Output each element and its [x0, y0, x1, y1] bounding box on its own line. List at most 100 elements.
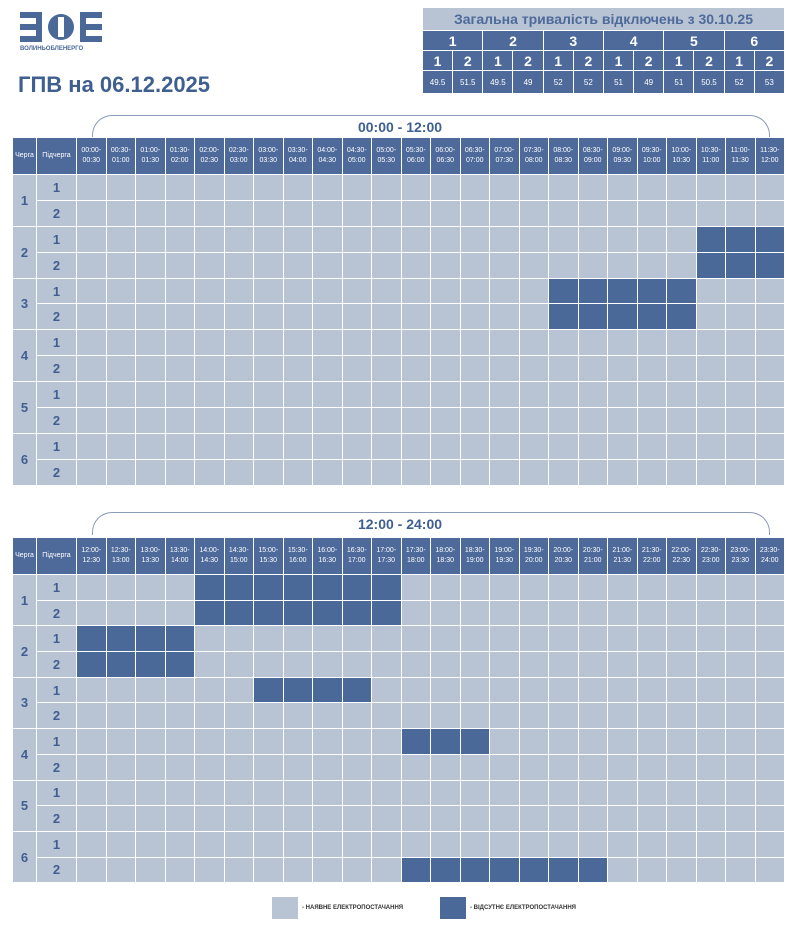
available-cell — [371, 702, 402, 730]
available-cell — [105, 355, 136, 383]
available-cell — [489, 728, 520, 755]
available-cell — [312, 805, 343, 832]
outage-cell — [253, 599, 284, 627]
outage-cell — [725, 251, 756, 279]
available-cell — [548, 753, 579, 781]
available-cell — [459, 458, 490, 486]
available-cell — [489, 753, 520, 781]
available-cell — [754, 303, 785, 331]
available-cell — [371, 407, 402, 434]
header-subqueue: Підчерга — [36, 137, 77, 175]
available-cell — [282, 805, 313, 832]
available-cell — [282, 728, 313, 755]
available-cell — [666, 651, 697, 678]
available-cell — [135, 303, 166, 331]
available-cell — [105, 779, 136, 807]
available-cell — [282, 381, 313, 409]
available-cell — [282, 407, 313, 434]
available-cell — [76, 458, 107, 486]
available-cell — [607, 753, 638, 781]
available-cell — [695, 381, 726, 409]
available-cell — [164, 702, 195, 730]
available-cell — [548, 676, 579, 704]
header-timeslot: 01:00- 01:30 — [135, 137, 166, 175]
available-cell — [341, 856, 372, 884]
outage-cell — [695, 225, 726, 253]
available-cell — [548, 432, 579, 460]
available-cell — [194, 458, 225, 486]
queue-label: 2 — [12, 225, 37, 279]
available-cell — [695, 199, 726, 227]
available-cell — [607, 251, 638, 279]
subqueue-label: 2 — [36, 753, 77, 781]
summary-value: 51 — [663, 70, 695, 94]
available-cell — [607, 651, 638, 678]
available-cell — [430, 277, 461, 305]
available-cell — [636, 676, 667, 704]
available-cell — [607, 676, 638, 704]
summary-value: 52 — [572, 70, 604, 94]
available-cell — [754, 355, 785, 383]
available-cell — [371, 830, 402, 858]
outage-cell — [164, 651, 195, 678]
header-timeslot: 13:30- 14:00 — [164, 537, 195, 575]
available-cell — [253, 355, 284, 383]
subqueue-label: 1 — [36, 676, 77, 704]
available-cell — [695, 753, 726, 781]
available-cell — [459, 651, 490, 678]
available-cell — [164, 355, 195, 383]
available-cell — [400, 432, 431, 460]
available-cell — [135, 574, 166, 601]
available-cell — [459, 329, 490, 357]
available-cell — [577, 599, 608, 627]
available-cell — [164, 856, 195, 884]
available-cell — [459, 676, 490, 704]
available-cell — [282, 651, 313, 678]
available-cell — [754, 599, 785, 627]
available-cell — [725, 830, 756, 858]
available-cell — [636, 381, 667, 409]
outage-cell — [194, 599, 225, 627]
available-cell — [489, 676, 520, 704]
queue-label: 6 — [12, 830, 37, 884]
outage-cell — [371, 574, 402, 601]
outage-cell — [341, 574, 372, 601]
available-cell — [341, 805, 372, 832]
available-cell — [725, 458, 756, 486]
queue-label: 1 — [12, 573, 37, 627]
outage-cell — [253, 574, 284, 601]
available-cell — [282, 753, 313, 781]
available-cell — [548, 381, 579, 409]
logo-text: ВОЛИНЬОБЛЕНЕРГО — [20, 46, 84, 52]
summary-value: 49.5 — [482, 70, 514, 94]
available-cell — [725, 407, 756, 434]
available-cell — [223, 805, 254, 832]
available-cell — [636, 355, 667, 383]
queue-label: 6 — [12, 432, 37, 486]
available-cell — [636, 856, 667, 884]
outage-cell — [430, 856, 461, 884]
summary-subqueue: 1 — [421, 50, 454, 71]
available-cell — [518, 574, 549, 601]
available-cell — [577, 432, 608, 460]
available-cell — [754, 676, 785, 704]
available-cell — [430, 805, 461, 832]
queue-label: 3 — [12, 676, 37, 730]
available-cell — [548, 805, 579, 832]
legend-swatch-available — [272, 897, 298, 919]
available-cell — [577, 676, 608, 704]
available-cell — [754, 458, 785, 486]
available-cell — [548, 830, 579, 858]
available-cell — [76, 599, 107, 627]
header-timeslot: 05:00- 05:30 — [371, 137, 402, 175]
available-cell — [636, 702, 667, 730]
available-cell — [459, 702, 490, 730]
available-cell — [223, 830, 254, 858]
available-cell — [430, 251, 461, 279]
legend-available: - НАЯВНЕ ЕЛЕКТРОПОСТАЧАННЯ — [272, 897, 403, 919]
summary-subqueue: 2 — [452, 50, 484, 71]
available-cell — [282, 303, 313, 331]
queue-label: 2 — [12, 625, 37, 678]
